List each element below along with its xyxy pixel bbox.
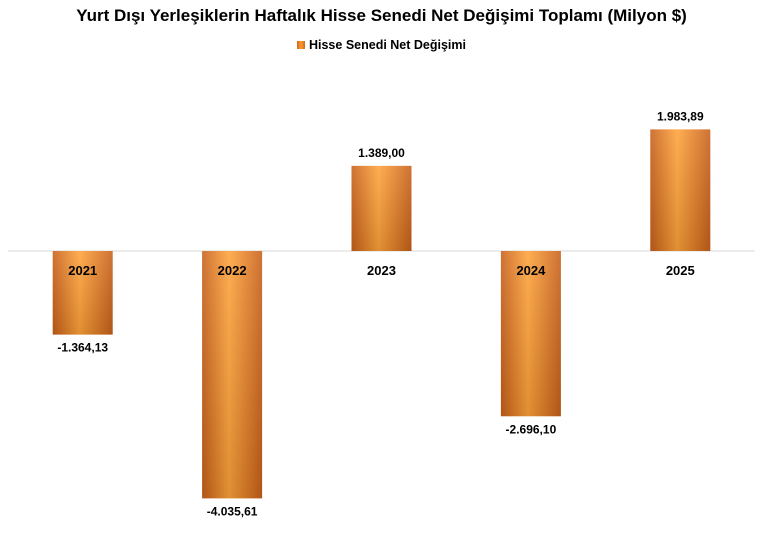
value-label-2023: 1.389,00 xyxy=(358,146,405,160)
bar-shade-2024 xyxy=(500,251,561,417)
bar-shade-2025 xyxy=(650,129,711,251)
category-label-2024: 2024 xyxy=(516,263,546,278)
value-label-2021: -1.364,13 xyxy=(57,341,108,355)
category-label-2021: 2021 xyxy=(68,263,97,278)
value-label-2025: 1.983,89 xyxy=(657,109,704,123)
category-label-2025: 2025 xyxy=(666,263,695,278)
chart-title: Yurt Dışı Yerleşiklerin Haftalık Hisse S… xyxy=(76,6,687,25)
value-label-2022: -4.035,61 xyxy=(207,504,258,518)
legend-label: Hisse Senedi Net Değişimi xyxy=(308,38,466,52)
bar-shade-2021 xyxy=(52,251,113,335)
bar-shade-2022 xyxy=(202,251,263,499)
category-label-2023: 2023 xyxy=(367,263,396,278)
legend-swatch xyxy=(296,41,305,49)
legend: Hisse Senedi Net Değişimi xyxy=(0,38,763,52)
value-label-2024: -2.696,10 xyxy=(506,422,557,436)
bar-shade-2023 xyxy=(351,165,412,251)
category-label-2022: 2022 xyxy=(218,263,247,278)
